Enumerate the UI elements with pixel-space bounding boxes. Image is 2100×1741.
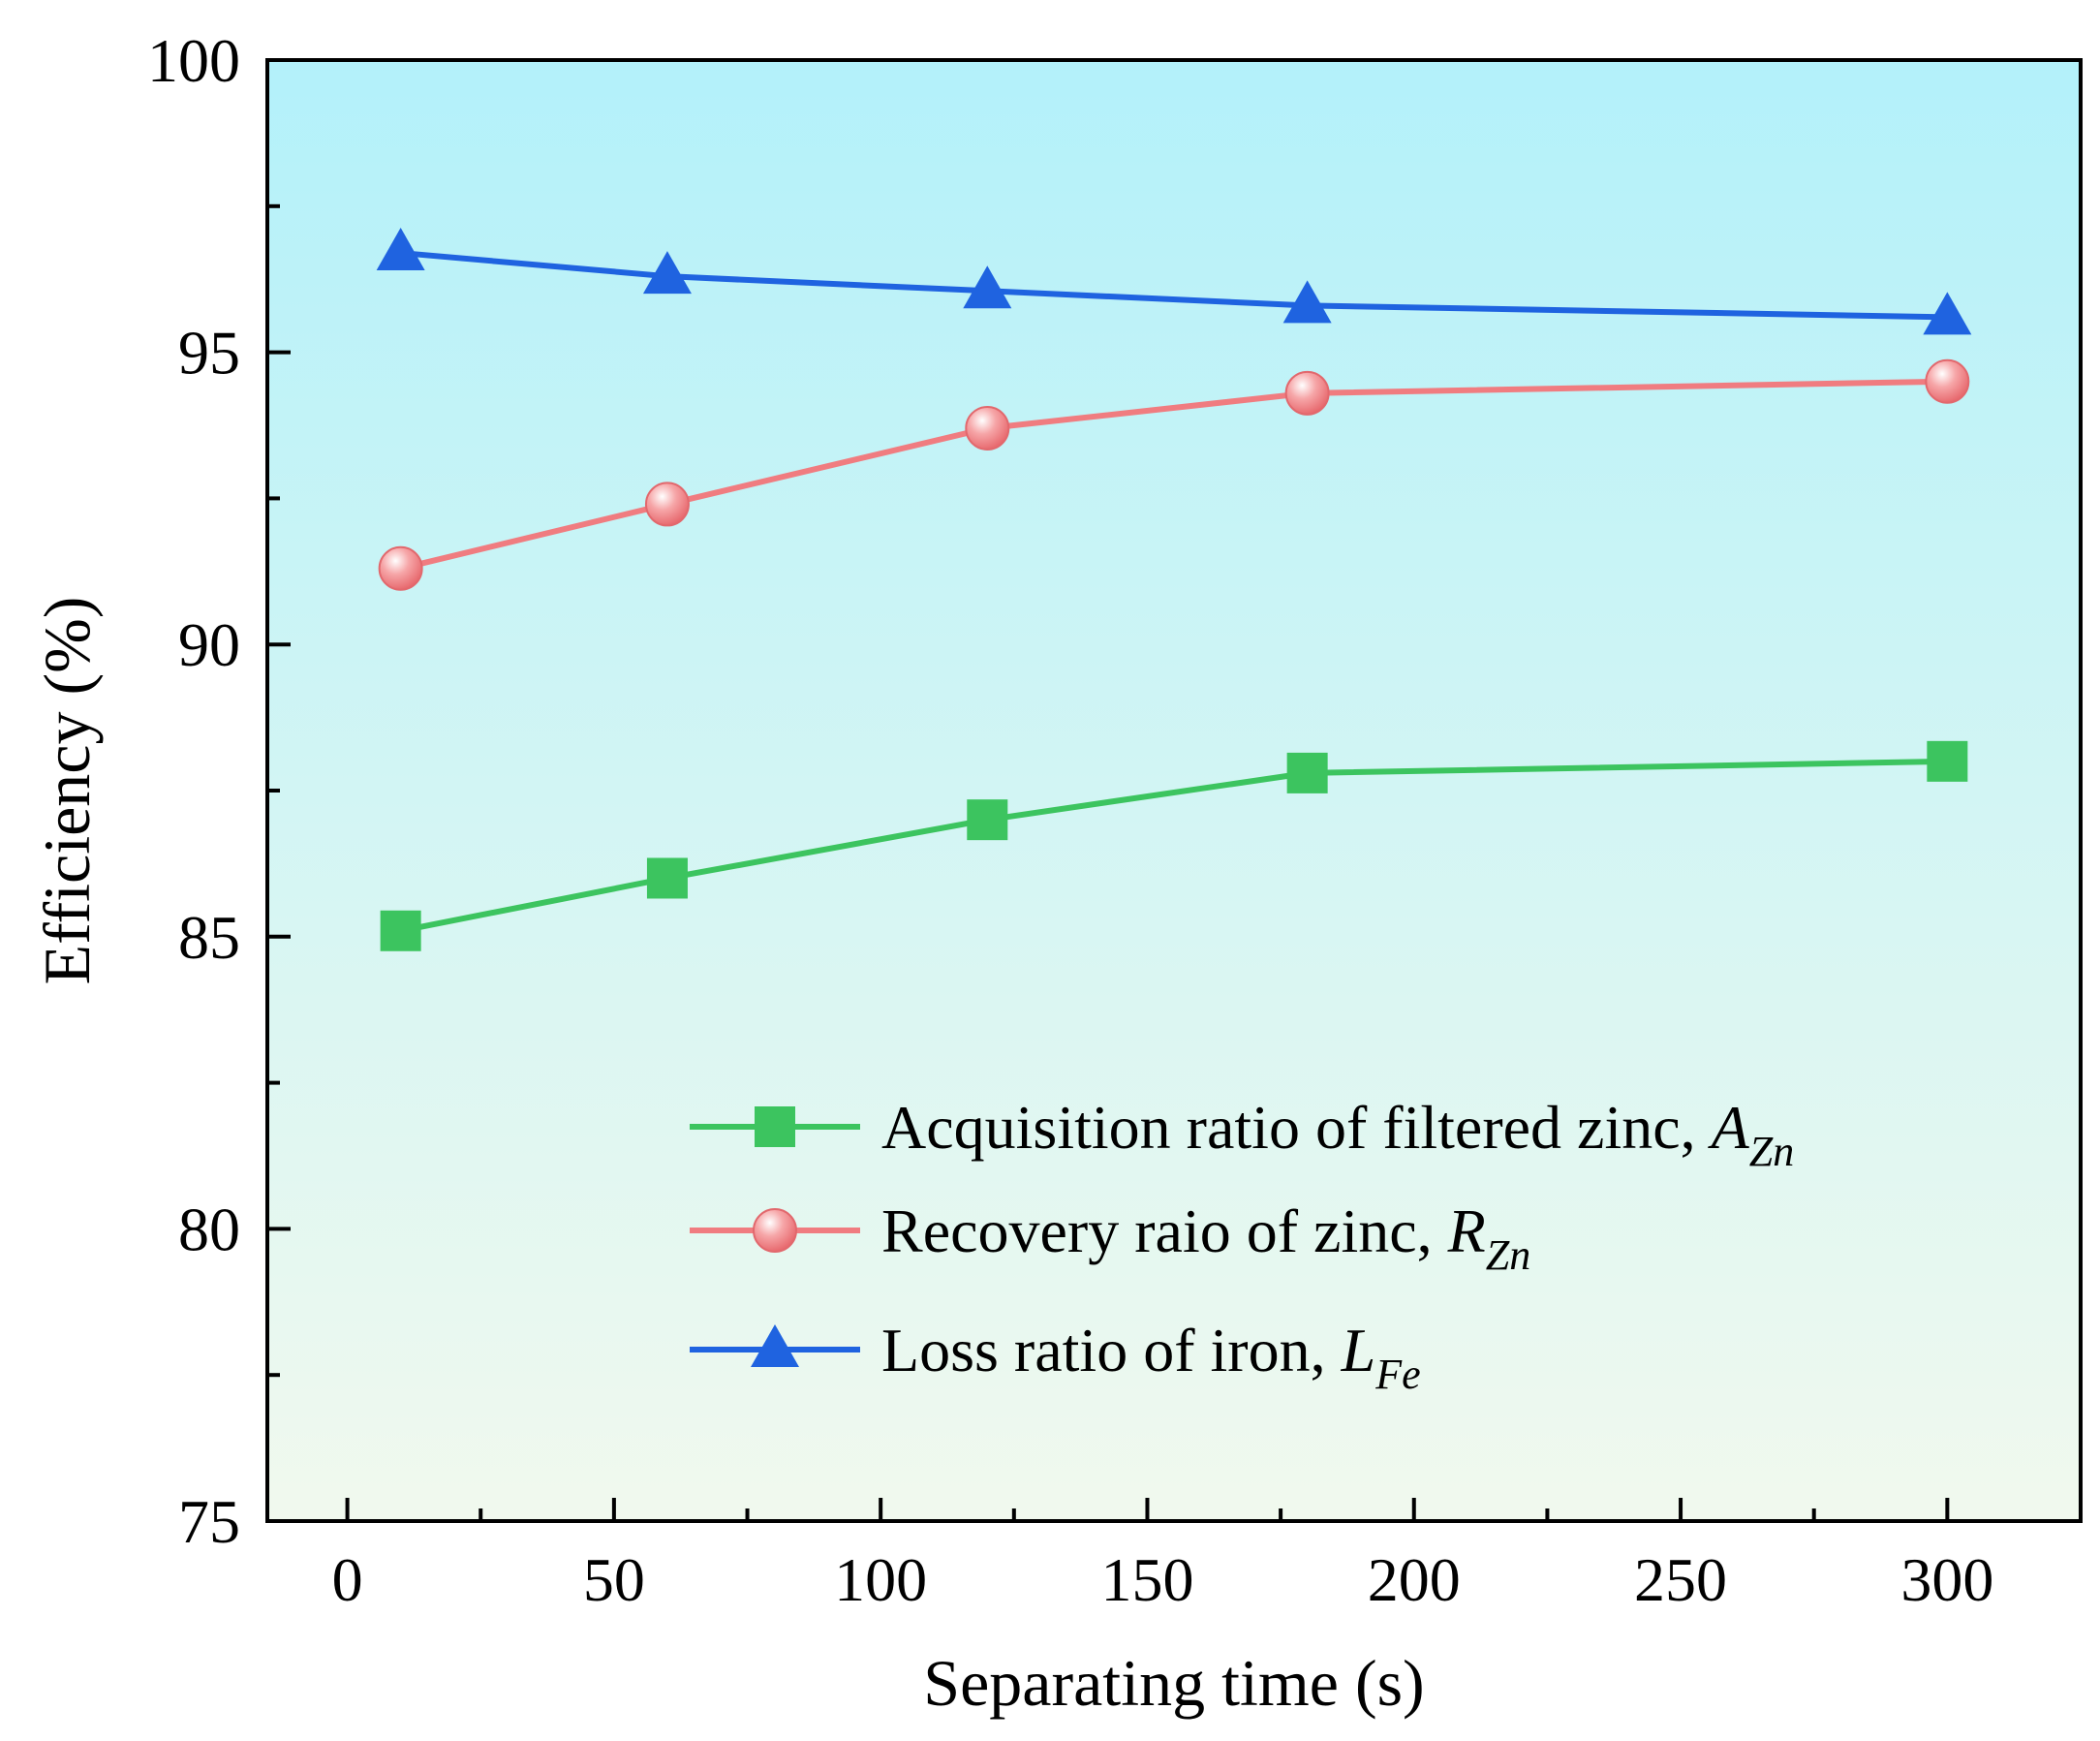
x-tick-label: 150 (1100, 1545, 1193, 1614)
y-tick-label: 95 (178, 319, 240, 388)
legend-marker-circle (753, 1208, 797, 1253)
y-tick-label: 100 (147, 26, 240, 95)
data-point-circle (1925, 358, 1970, 404)
y-tick-label: 75 (178, 1487, 240, 1556)
series-square (380, 740, 1968, 951)
legend-label-text: Loss ratio of iron, (881, 1316, 1342, 1384)
series-triangle (376, 228, 1972, 335)
legend-label-text: Acquisition ratio of filtered zinc, (881, 1093, 1712, 1162)
legend-subscript: Zn (1749, 1128, 1794, 1175)
legend: Acquisition ratio of filtered zinc, AZnR… (690, 1093, 1794, 1398)
data-point-square (1286, 752, 1328, 793)
legend-marker-square (755, 1106, 795, 1147)
legend-entry: Recovery raio of zinc, RZn (690, 1197, 1530, 1279)
data-point-circle (965, 406, 1010, 451)
x-axis-title: Separating time (s) (923, 1646, 1424, 1720)
data-point-circle (378, 545, 423, 591)
data-point-circle (644, 482, 690, 527)
legend-entry: Acquisition ratio of filtered zinc, AZn (690, 1093, 1794, 1175)
data-point-square (1927, 740, 1968, 782)
legend-symbol: L (1341, 1316, 1376, 1384)
data-point-square (967, 799, 1008, 841)
legend-subscript: Fe (1374, 1351, 1420, 1398)
data-point-triangle (376, 228, 425, 271)
x-tick-label: 300 (1900, 1545, 1993, 1614)
data-point-square (646, 857, 688, 899)
legend-label: Recovery raio of zinc, RZn (881, 1197, 1530, 1279)
series-layer (376, 228, 1972, 951)
x-tick-label: 200 (1368, 1545, 1461, 1614)
x-tick-label: 250 (1634, 1545, 1727, 1614)
data-point-triangle (642, 251, 692, 295)
legend-label: Acquisition ratio of filtered zinc, AZn (881, 1093, 1794, 1175)
y-tick-label: 85 (178, 903, 240, 972)
legend-entry: Loss ratio of iron, LFe (690, 1316, 1421, 1398)
legend-subscript: Zn (1486, 1231, 1530, 1279)
y-axis-title: Efficiency (%) (30, 597, 104, 985)
x-tick-label: 50 (583, 1545, 645, 1614)
legend-symbol: R (1447, 1197, 1486, 1265)
data-point-triangle (1923, 292, 1972, 335)
legend-marker-triangle (751, 1324, 799, 1367)
data-point-square (380, 910, 421, 951)
legend-symbol: A (1708, 1093, 1750, 1162)
x-tick-label: 0 (332, 1545, 363, 1614)
data-point-triangle (1282, 280, 1332, 324)
y-axis: 75 80 85 90 95 100 (147, 26, 291, 1556)
data-point-triangle (963, 265, 1012, 309)
legend-label-text: Recovery raio of zinc, (881, 1197, 1448, 1265)
x-tick-label: 100 (834, 1545, 927, 1614)
y-tick-label: 80 (178, 1195, 240, 1263)
x-axis: 0 50 100 150 200 250 300 (332, 1498, 1993, 1614)
data-point-circle (1284, 370, 1330, 416)
y-tick-label: 90 (178, 610, 240, 679)
legend-label: Loss ratio of iron, LFe (881, 1316, 1421, 1398)
series-circle (378, 358, 1970, 591)
